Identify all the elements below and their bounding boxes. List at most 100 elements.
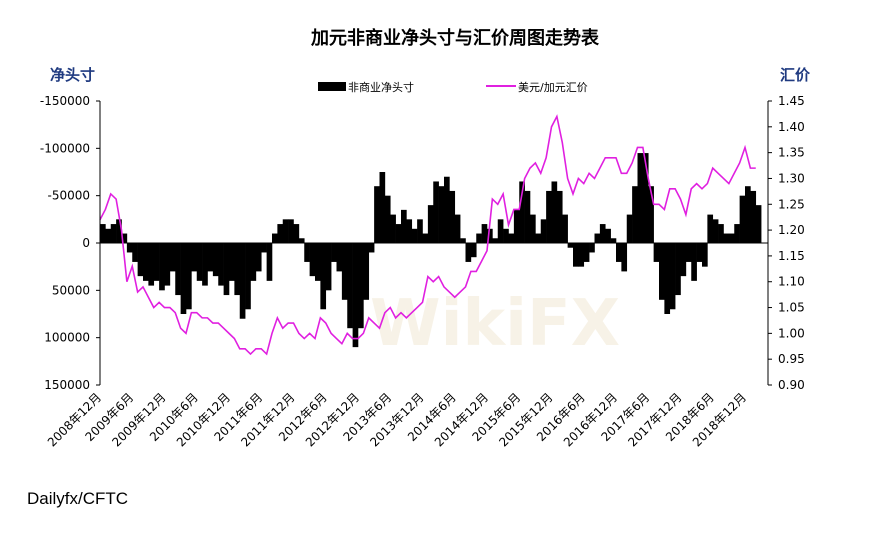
usdcad-line (99, 114, 756, 356)
net-position-bar (347, 243, 353, 329)
net-position-bar (159, 243, 165, 291)
net-position-bar (186, 243, 192, 310)
net-position-bar (637, 153, 644, 243)
right-tick-label: 1.00 (778, 326, 805, 340)
net-position-bar (734, 224, 740, 243)
net-position-bar (250, 243, 257, 281)
net-position-bar (497, 219, 504, 243)
left-tick-label: -100000 (40, 141, 90, 155)
left-tick-label: -150000 (40, 94, 90, 108)
right-tick-label: 0.95 (778, 352, 805, 366)
net-position-bar (293, 224, 300, 243)
net-position-bar (465, 243, 472, 262)
net-position-bar (481, 224, 488, 243)
legend-label-line: 美元/加元汇价 (518, 81, 588, 94)
net-position-bar (282, 219, 289, 243)
net-position-bar (239, 243, 246, 319)
net-position-bar (261, 243, 267, 253)
net-position-bar (384, 195, 391, 243)
net-position-bar (395, 224, 402, 243)
net-position-bar (535, 233, 542, 243)
right-axis-label: 汇价 (780, 66, 811, 84)
net-position-bar (153, 243, 160, 281)
right-tick-label: 1.45 (778, 94, 805, 108)
legend-label-bar: 非商业净头寸 (348, 80, 414, 94)
watermark: WikiFX (370, 287, 620, 361)
net-position-bar (100, 224, 106, 243)
net-position-bar (718, 224, 724, 243)
net-position-bar (272, 233, 278, 243)
net-position-bar (750, 190, 757, 243)
right-tick-label: 1.25 (778, 197, 805, 211)
net-position-bar (540, 219, 547, 243)
net-position-bar (460, 238, 466, 243)
net-position-bar (653, 243, 660, 262)
net-position-bar (642, 153, 649, 243)
net-position-bar (487, 228, 493, 243)
net-position-bar (513, 209, 520, 243)
net-position-bar (422, 233, 429, 243)
net-position-bar (218, 243, 224, 286)
net-position-bar (288, 219, 294, 243)
net-position-bar (438, 186, 445, 243)
net-position-bar (406, 219, 413, 243)
net-position-bar (175, 243, 181, 296)
net-position-bar (755, 205, 762, 243)
net-position-bar (524, 190, 531, 243)
net-position-bar (583, 243, 590, 262)
net-position-bar (298, 238, 305, 243)
net-position-bar (245, 243, 251, 310)
net-position-bar (626, 214, 633, 243)
left-tick-label: 100000 (44, 331, 90, 345)
right-tick-label: 1.05 (778, 301, 805, 315)
net-position-bar (551, 181, 558, 243)
net-position-bar (519, 181, 525, 243)
left-tick-label: 150000 (44, 378, 90, 392)
net-position-bar (374, 186, 380, 243)
net-position-bar (476, 233, 482, 243)
net-position-bar (562, 214, 568, 243)
left-axis-label: 净头寸 (50, 66, 95, 84)
net-position-bar (605, 228, 611, 243)
net-position-bar (363, 243, 370, 300)
right-tick-label: 1.20 (778, 223, 805, 237)
net-position-bar (390, 214, 396, 243)
net-position-bar (309, 243, 316, 277)
left-tick-label: 0 (82, 236, 90, 250)
chart-title: 加元非商业净头寸与汇价周图走势表 (310, 27, 600, 49)
net-position-bar (180, 243, 187, 314)
right-tick-label: 1.35 (778, 146, 805, 160)
net-position-bar (546, 190, 552, 243)
net-position-bar (444, 176, 450, 243)
net-position-bar (648, 186, 654, 243)
net-position-bar (266, 243, 273, 281)
left-tick-label: -50000 (47, 189, 90, 203)
net-position-bar (427, 205, 434, 243)
net-position-bar (148, 243, 155, 286)
net-position-bar (277, 224, 284, 243)
net-position-bar (696, 243, 703, 262)
net-position-bar (191, 243, 198, 272)
net-position-bar (169, 243, 176, 272)
net-position-bar (116, 219, 122, 243)
net-position-bar (723, 233, 730, 243)
net-position-bar (417, 219, 423, 243)
net-position-bar (508, 233, 515, 243)
net-position-bar (143, 243, 149, 281)
net-position-bar (164, 243, 171, 286)
net-position-bar (105, 228, 112, 243)
net-position-bar (352, 243, 359, 348)
net-position-bar (680, 243, 687, 277)
net-position-bar (589, 243, 595, 253)
net-position-bar (745, 186, 751, 243)
net-position-bar (229, 243, 235, 281)
net-position-bar (368, 243, 375, 253)
right-tick-label: 1.15 (778, 249, 805, 263)
net-position-bar (325, 243, 332, 291)
net-position-bar (433, 181, 439, 243)
net-position-bar (739, 195, 746, 243)
net-position-bar (664, 243, 671, 314)
net-position-bar (449, 190, 456, 243)
net-position-bar (454, 214, 461, 243)
net-position-bar (207, 243, 214, 272)
